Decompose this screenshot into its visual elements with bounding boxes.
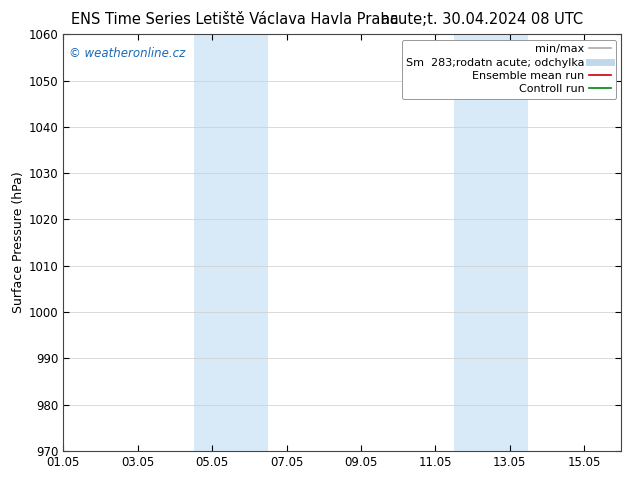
Bar xyxy=(454,34,528,451)
Text: acute;t. 30.04.2024 08 UTC: acute;t. 30.04.2024 08 UTC xyxy=(381,12,583,27)
Legend: min/max, Sm  283;rodatn acute; odchylka, Ensemble mean run, Controll run: min/max, Sm 283;rodatn acute; odchylka, … xyxy=(402,40,616,99)
Text: ENS Time Series Letiště Václava Havla Praha: ENS Time Series Letiště Václava Havla Pr… xyxy=(71,12,398,27)
Y-axis label: Surface Pressure (hPa): Surface Pressure (hPa) xyxy=(11,172,25,314)
Bar xyxy=(193,34,268,451)
Text: © weatheronline.cz: © weatheronline.cz xyxy=(69,47,185,60)
